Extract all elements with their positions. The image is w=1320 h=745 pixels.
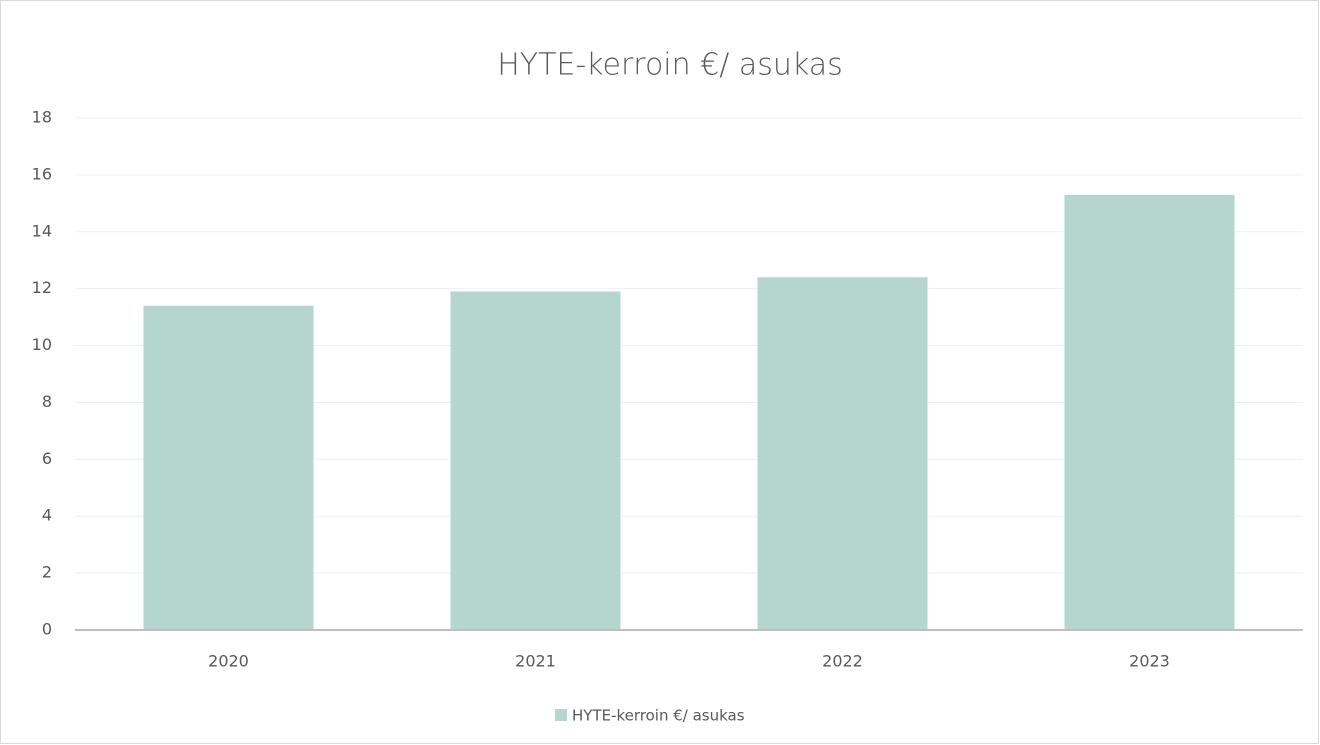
legend-swatch [555, 709, 567, 721]
y-tick-label: 16 [32, 164, 52, 183]
x-tick-label: 2021 [515, 652, 556, 671]
bar [757, 277, 928, 630]
y-tick-label: 0 [42, 620, 52, 639]
x-tick-label: 2023 [1129, 652, 1170, 671]
bar [1064, 194, 1235, 631]
y-tick-label: 6 [42, 449, 52, 468]
y-tick-label: 2 [42, 563, 52, 582]
legend-label: HYTE-kerroin €/ asukas [572, 707, 745, 725]
y-tick-label: 10 [32, 335, 52, 354]
y-tick-label: 8 [42, 392, 52, 411]
chart-title: HYTE-kerroin €/ asukas [497, 48, 843, 83]
y-tick-label: 12 [32, 278, 52, 297]
y-tick-label: 18 [32, 108, 52, 127]
y-tick-label: 14 [32, 221, 52, 240]
x-tick-label: 2022 [822, 652, 863, 671]
x-tick-label: 2020 [208, 652, 249, 671]
bar [450, 291, 621, 630]
y-tick-label: 4 [42, 506, 52, 525]
bar [143, 305, 314, 630]
